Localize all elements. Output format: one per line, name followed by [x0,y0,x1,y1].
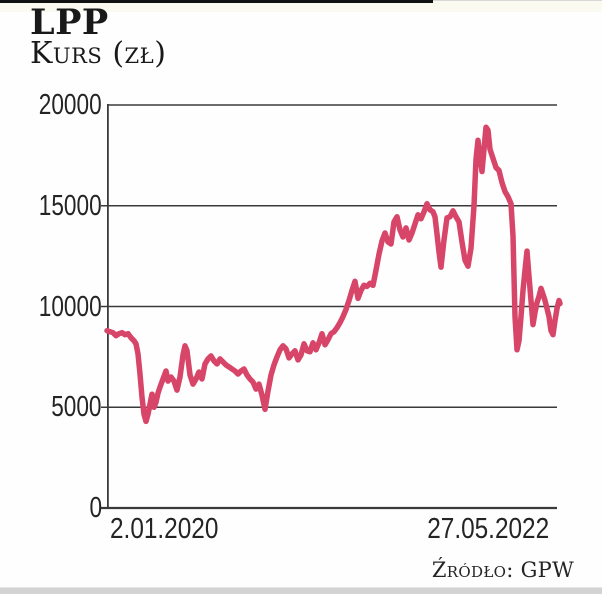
page-title: LPP [30,2,109,43]
y-tick-label: 20000 [39,89,102,121]
x-axis-end-label: 27.05.2022 [427,513,549,545]
chart-canvas [101,104,563,510]
y-tick-label: 15000 [39,189,102,222]
y-tick-label: 10000 [39,290,102,323]
y-tick-label: 0 [89,492,102,524]
price-line-series [104,124,563,425]
y-tick-label: 5000 [51,391,102,424]
x-axis-start-label: 2.01.2020 [110,513,219,545]
source-label: Źródło: GPW [431,558,574,582]
chart-subtitle: Kurs (zł) [30,36,167,71]
top-black-rule [0,0,433,3]
bottom-edge-strip [0,587,602,594]
